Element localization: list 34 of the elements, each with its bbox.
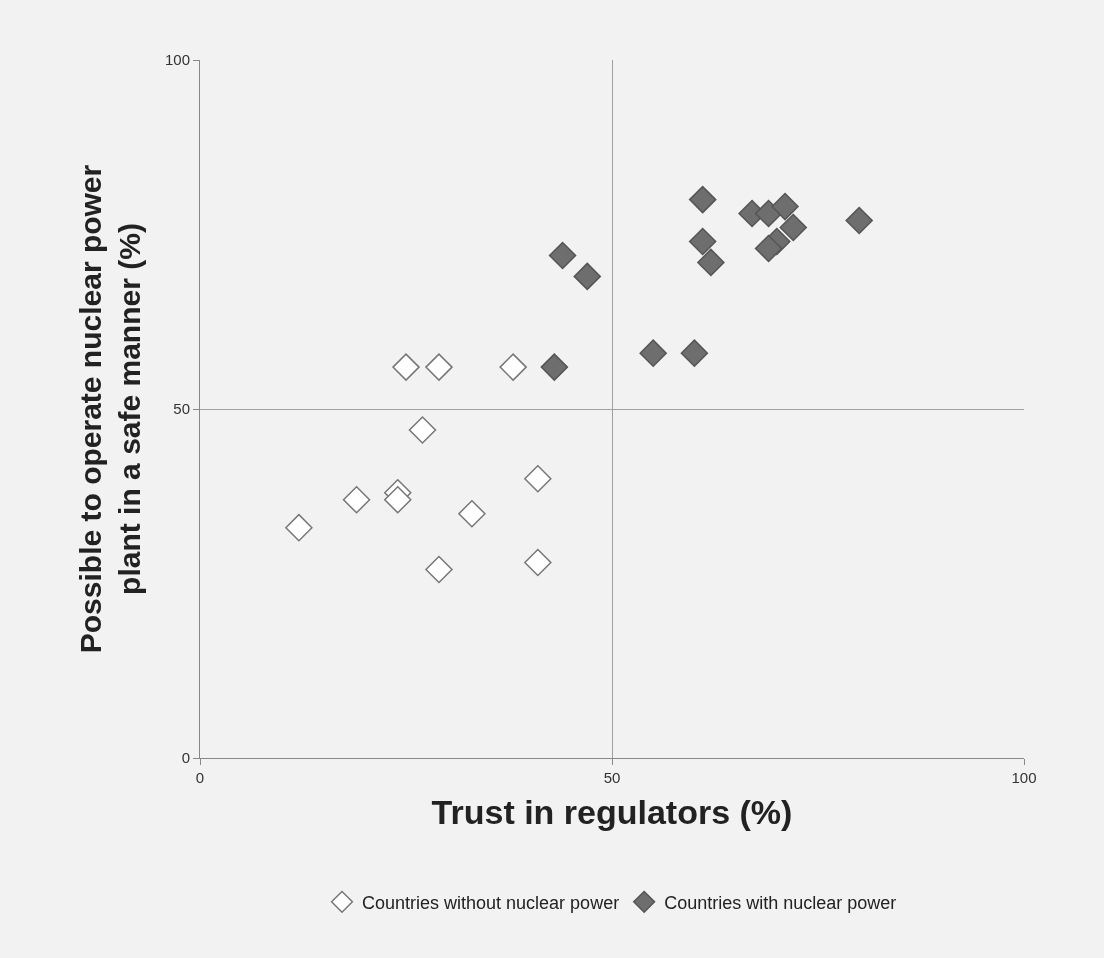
y-tick-label: 0: [181, 749, 190, 767]
point: [771, 192, 799, 221]
point: [392, 353, 420, 381]
point: [548, 241, 577, 270]
point: [573, 262, 602, 291]
point: [408, 416, 437, 444]
legend-label: Countries without nuclear power: [362, 892, 620, 913]
x-tick-label: 50: [603, 769, 621, 786]
point: [688, 185, 717, 214]
point: [697, 248, 725, 277]
point: [845, 206, 873, 235]
point: [458, 499, 486, 528]
x-axis-title: Trust in regulators (%): [431, 793, 793, 832]
point: [779, 213, 808, 242]
point: [384, 485, 412, 514]
y-tick-label: 50: [173, 400, 190, 418]
point: [499, 353, 527, 381]
point: [540, 353, 569, 381]
x-tick-label: 0: [195, 769, 205, 786]
x-tick-label: 100: [1011, 769, 1037, 786]
y-tick-label: 100: [164, 51, 190, 69]
point: [754, 199, 783, 228]
point: [688, 227, 717, 256]
point: [680, 339, 709, 367]
point: [285, 513, 313, 542]
point: [425, 353, 453, 381]
y-axis-title: Possible to operate nuclear power plant in a safe manner (%): [73, 164, 146, 654]
point: [524, 465, 552, 493]
point: [639, 339, 667, 367]
point: [342, 485, 371, 514]
legend-label: Countries with nuclear power: [664, 892, 897, 913]
point: [425, 555, 453, 584]
point: [754, 234, 783, 263]
point: [524, 548, 552, 577]
